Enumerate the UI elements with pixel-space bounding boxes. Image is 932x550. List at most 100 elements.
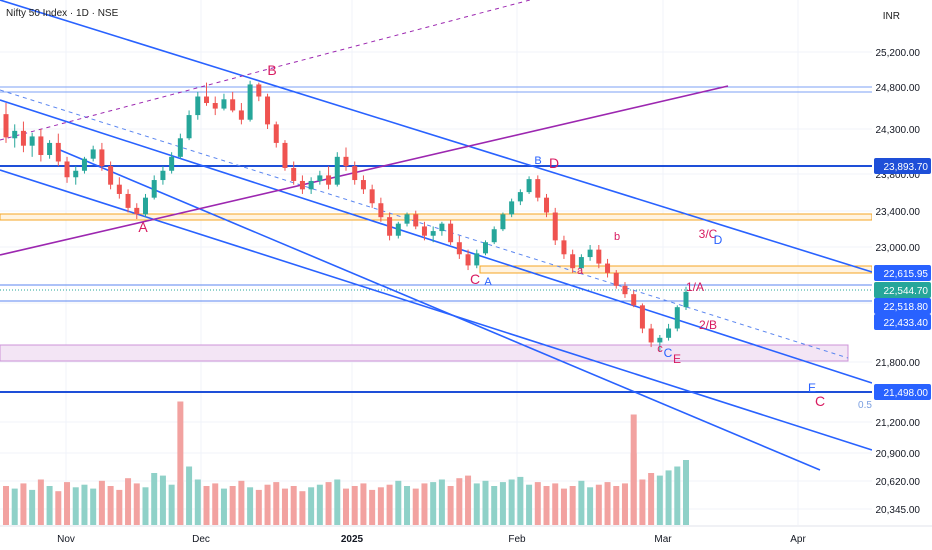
candle-body: [683, 291, 689, 308]
volume-bar: [456, 478, 463, 525]
candle-body: [448, 223, 454, 243]
symbol-title: Nifty 50 Index · 1D · NSE: [6, 8, 119, 19]
candle-body: [552, 212, 558, 241]
candle-body: [238, 110, 244, 120]
candle-body: [317, 175, 323, 181]
candle-body: [482, 242, 488, 254]
volume-bar: [255, 489, 262, 525]
price-tick-label: 24,800.00: [876, 83, 921, 94]
volume-bar: [369, 489, 376, 525]
price-chip: [874, 298, 931, 314]
price-axis: 25,200.00 24,800.00 24,300.00 23,800.00 23,4…: [872, 0, 932, 550]
volume-bar: [430, 482, 437, 525]
candle-body: [456, 242, 462, 255]
candle-body: [596, 249, 602, 264]
candle-body: [125, 193, 131, 208]
candle-body: [666, 328, 672, 338]
volume-bar: [37, 479, 44, 525]
volume-bar: [473, 483, 480, 525]
price-tick-label: 20,900.00: [876, 449, 921, 460]
price-tick-label: 23,000.00: [876, 243, 921, 254]
candle-body: [195, 96, 201, 116]
volume-bar: [578, 480, 585, 525]
channel-bottom: [59, 149, 821, 471]
channel-upper: [0, 99, 873, 384]
volume-bar: [273, 482, 280, 525]
candle-body: [212, 103, 218, 109]
volume-bar: [11, 488, 18, 525]
price-tick-label: 21,200.00: [876, 418, 921, 429]
candle-body: [535, 179, 541, 198]
volume-bar: [508, 479, 515, 525]
volume-bar: [107, 486, 114, 525]
volume-bar: [674, 466, 681, 525]
price-tick-label: 23,800.00: [876, 170, 921, 181]
orange-zone-upper: [0, 213, 873, 221]
volume-bar: [334, 479, 341, 525]
price-tick-label: 21,800.00: [876, 358, 921, 369]
candle-body: [256, 84, 262, 97]
candle-body: [134, 207, 140, 215]
candle-body: [99, 149, 105, 167]
time-tick-label: Mar: [654, 534, 672, 545]
volume-bar: [491, 486, 498, 525]
candle-body: [47, 142, 53, 155]
volume-bar: [595, 484, 602, 525]
volume-bar: [377, 487, 384, 525]
price-chip: [874, 314, 931, 330]
volume-bar: [281, 488, 288, 525]
volume-bar: [639, 479, 646, 525]
volume-bar: [343, 488, 349, 525]
candle-body: [439, 223, 445, 232]
volume-bar: [552, 483, 559, 525]
price-chip: [874, 158, 931, 174]
volume-bar: [465, 475, 472, 525]
candle-body: [421, 226, 427, 236]
candle-body: [291, 167, 297, 181]
candle-body: [142, 197, 148, 215]
price-chip-label: 22,518.80: [884, 302, 929, 313]
volume-bar: [194, 479, 201, 525]
volume-bar: [587, 487, 594, 525]
volume-bar: [421, 483, 428, 525]
candle-body: [631, 294, 637, 306]
orange-zone-lower: [479, 265, 873, 274]
volume-bar: [683, 460, 689, 525]
candle-body: [265, 96, 271, 125]
time-tick-label: Dec: [192, 534, 210, 545]
volume-bar: [72, 487, 79, 525]
volume-bar: [151, 473, 158, 525]
grid-lines: [0, 0, 872, 525]
wave-label: 1/A: [686, 280, 704, 294]
volume-bar: [29, 489, 36, 525]
volume-bar: [3, 486, 9, 525]
volume-bar: [499, 482, 506, 525]
volume-bar: [308, 487, 315, 525]
wave-label: b: [614, 231, 620, 243]
candle-body: [169, 156, 175, 171]
price-chip-label: 22,433.40: [884, 318, 929, 329]
channel-lower: [0, 169, 873, 451]
volume-bar: [168, 484, 175, 525]
time-tick-label: Nov: [57, 534, 75, 545]
volume-bar: [438, 479, 445, 525]
volume-bar: [621, 483, 628, 525]
volume-bar: [665, 470, 672, 525]
candle-body: [3, 114, 9, 138]
volume-bar: [220, 488, 227, 525]
volume-bar: [46, 486, 53, 525]
candle-body: [326, 175, 332, 185]
candle-body: [622, 285, 628, 295]
horizontal-levels: [0, 86, 872, 393]
trend-lines: [0, 0, 873, 471]
support-zones: [0, 213, 873, 362]
volume-bar: [238, 480, 245, 525]
candle-body: [430, 231, 436, 236]
volume-bar: [526, 484, 533, 525]
price-chip-label: 22,544.70: [884, 286, 929, 297]
candle-body: [465, 254, 471, 266]
candle-body: [517, 192, 523, 202]
candle-body: [491, 229, 497, 243]
candle-body: [657, 337, 663, 343]
